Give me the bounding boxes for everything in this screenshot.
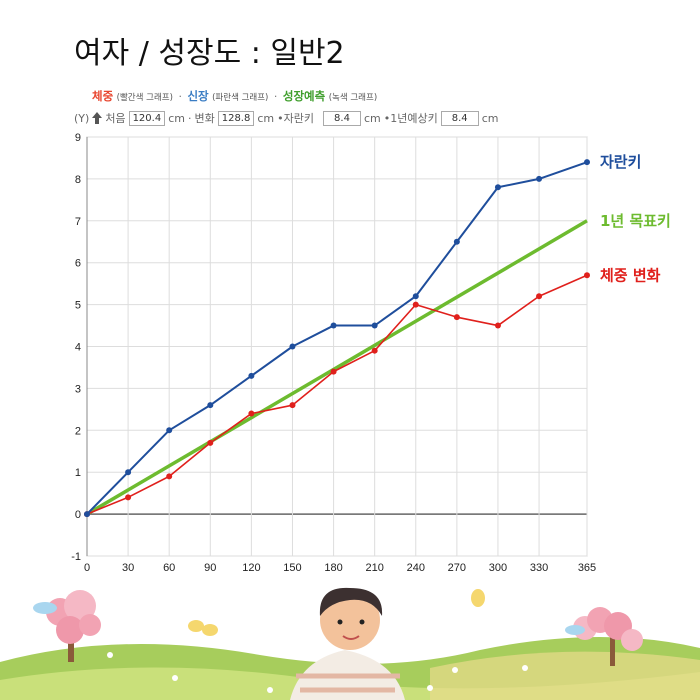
y-tick-label: 8	[75, 174, 81, 186]
series-label: 자란키	[600, 153, 641, 171]
unit: cm	[481, 111, 499, 125]
legend-weight-note: (빨간색 그래프)	[116, 93, 173, 103]
data-point	[371, 347, 378, 354]
data-point	[248, 410, 255, 417]
data-point	[584, 159, 590, 166]
data-point	[125, 469, 132, 476]
grew-value: 8.4	[322, 110, 361, 126]
y-tick-label: 1	[75, 467, 81, 479]
series-label: 체중 변화	[600, 266, 661, 284]
data-point	[494, 322, 501, 329]
data-point	[166, 473, 173, 480]
y-tick-label: 4	[75, 342, 81, 354]
data-point	[207, 439, 214, 446]
legend-forecast-note: (녹색 그래프)	[328, 93, 378, 103]
y-tick-label: 6	[75, 258, 81, 270]
data-point	[412, 293, 419, 300]
x-tick-label: 210	[365, 562, 383, 574]
legend-forecast-label: 성장예측	[282, 89, 326, 103]
data-point	[584, 272, 590, 279]
y-tick-label: 2	[75, 425, 81, 437]
y-tick-label: 3	[75, 383, 81, 395]
x-tick-label: 60	[163, 562, 175, 574]
data-point	[330, 368, 337, 375]
data-point	[125, 494, 132, 501]
info-bar: (Y) 처음 120.4 cm · 변화 128.8 cm •자란키 8.4 c…	[74, 110, 498, 126]
y-tick-label: 7	[75, 216, 81, 228]
data-point	[84, 511, 90, 518]
x-tick-label: 150	[283, 562, 301, 574]
data-point	[166, 427, 173, 434]
tree-icon	[573, 607, 643, 666]
data-point	[248, 372, 255, 379]
x-tick-label: 365	[578, 562, 596, 574]
unit: cm	[168, 111, 185, 125]
legend-separator: ·	[178, 90, 182, 103]
data-point	[536, 293, 543, 300]
unit: cm	[363, 111, 381, 125]
x-tick-label: 300	[489, 562, 507, 574]
change-label: 변화	[194, 112, 215, 125]
legend-weight-label: 체중	[92, 89, 114, 103]
legend-height-label: 신장	[187, 89, 209, 103]
x-tick-label: 240	[407, 562, 425, 574]
chart-grid	[86, 136, 588, 557]
x-tick-label: 90	[204, 562, 216, 574]
data-point	[289, 343, 296, 350]
x-tick-label: 30	[122, 562, 134, 574]
unit: cm	[257, 111, 275, 125]
y-tick-label: -1	[71, 551, 81, 563]
x-tick-label: 330	[530, 562, 548, 574]
butterfly-icon	[188, 589, 485, 636]
change-value: 128.8	[217, 110, 255, 126]
start-value: 120.4	[128, 110, 166, 126]
info-separator: ·	[187, 111, 192, 125]
target-label: •1년예상키	[383, 112, 438, 125]
data-point	[412, 301, 419, 308]
x-tick-label: 0	[84, 562, 90, 574]
data-point	[453, 314, 460, 321]
x-tick-label: 120	[242, 562, 260, 574]
x-tick-label: 270	[448, 562, 466, 574]
data-point	[330, 322, 337, 329]
data-point	[289, 402, 296, 409]
legend-height-note: (파란색 그래프)	[212, 93, 269, 103]
y-tick-label: 9	[75, 132, 81, 144]
start-label: 처음	[105, 112, 126, 125]
y-tick-label: 5	[75, 300, 81, 312]
legend: 체중 (빨간색 그래프) · 신장 (파란색 그래프) · 성장예측 (녹색 그…	[92, 88, 377, 104]
cloud-icon	[33, 602, 585, 635]
page-title: 여자 / 성장도 : 일반2	[74, 36, 345, 71]
child-illustration	[290, 587, 405, 700]
data-point	[494, 184, 501, 191]
y-tick-label: 0	[75, 509, 81, 521]
data-point	[371, 322, 378, 329]
up-arrow-icon	[92, 112, 103, 124]
legend-separator: ·	[273, 90, 278, 103]
target-value: 8.4	[440, 110, 479, 126]
data-point	[536, 175, 543, 182]
data-point	[453, 238, 460, 245]
flowers	[107, 652, 528, 693]
grew-label: •자란키	[277, 112, 314, 125]
chart-series	[84, 159, 590, 518]
x-tick-label: 180	[324, 562, 342, 574]
series-label: 1년 목표키	[600, 212, 671, 230]
y-axis-label: (Y)	[74, 111, 90, 125]
series-line	[86, 219, 588, 516]
data-point	[207, 402, 214, 409]
